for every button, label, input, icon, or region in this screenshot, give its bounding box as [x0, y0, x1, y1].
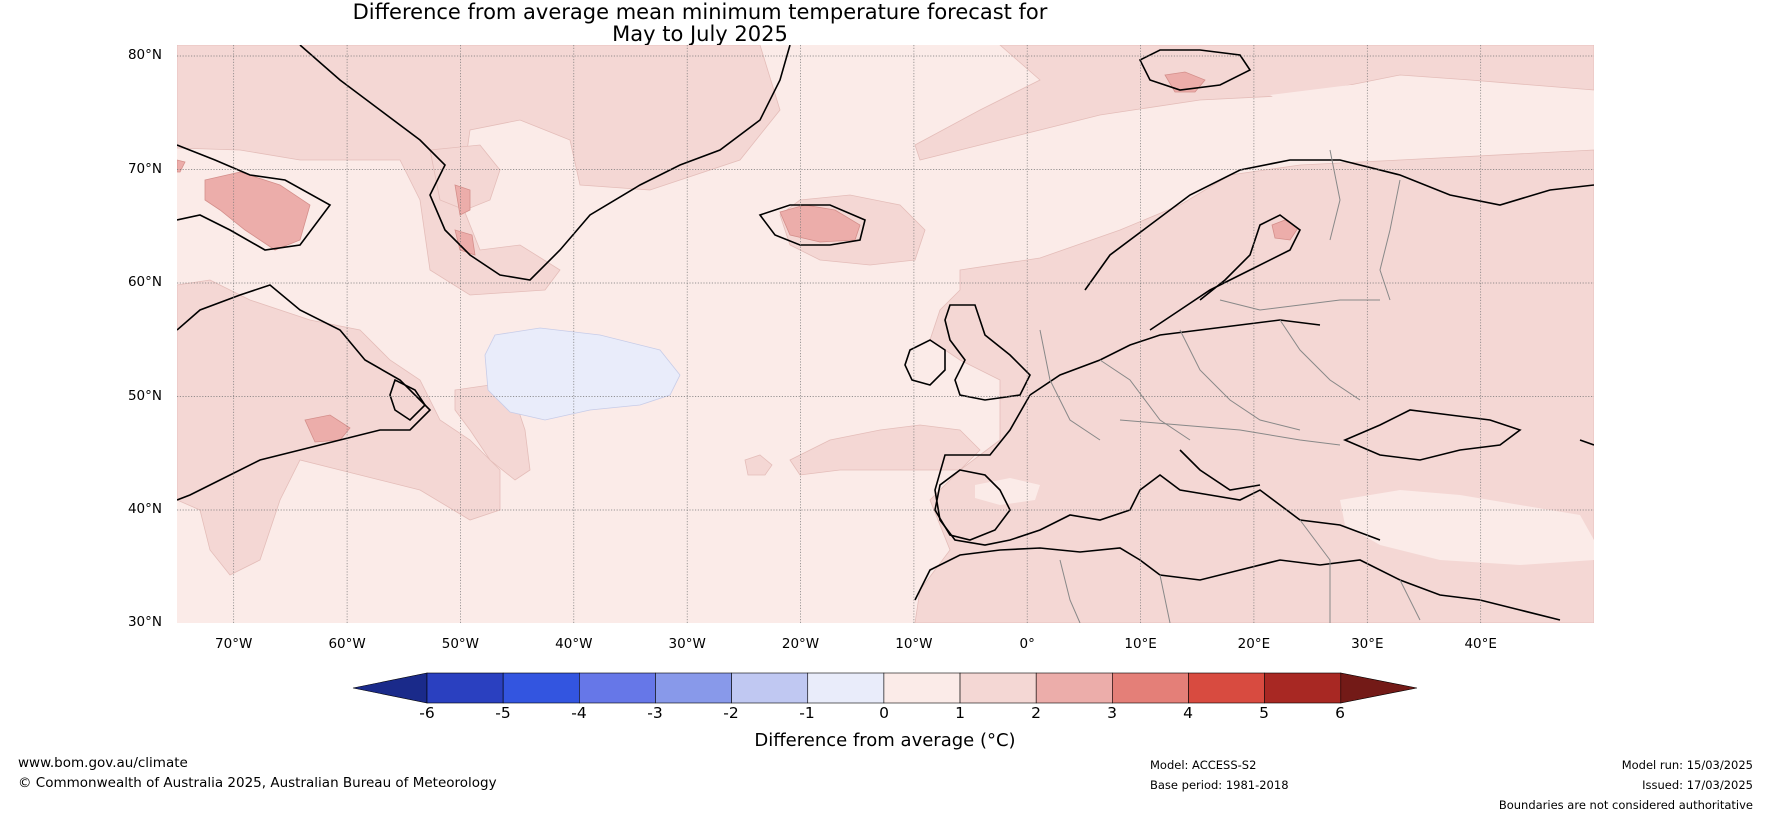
- lon-label-70w: 70°W: [215, 636, 253, 652]
- lon-label-30e: 30°E: [1351, 636, 1384, 652]
- lon-label-50w: 50°W: [441, 636, 480, 652]
- colorbar-segment: [655, 672, 732, 704]
- lon-label-60w: 60°W: [328, 636, 366, 652]
- colorbar-tick: -3: [647, 704, 663, 722]
- colorbar-segment: [502, 672, 580, 704]
- country-borders: [1039, 149, 1421, 623]
- colorbar-segment: [731, 672, 809, 704]
- anomaly-zone-0-1-inner: [975, 85, 1594, 565]
- colorbar-tick: 1: [955, 704, 965, 722]
- colorbar-tick: -4: [571, 704, 587, 722]
- lon-label-20e: 20°E: [1237, 636, 1271, 652]
- lon-label-10w: 10°W: [895, 636, 933, 652]
- colorbar-segment: [1035, 672, 1113, 704]
- lon-label-0: 0°: [1019, 636, 1035, 652]
- coastlines: [177, 45, 1594, 621]
- lon-label-40e: 40°E: [1464, 636, 1497, 652]
- colorbar-segment: [1112, 672, 1189, 704]
- colorbar-tick: 6: [1335, 704, 1345, 722]
- colorbar-tick: -6: [419, 704, 435, 722]
- lat-label-70n: 70°N: [127, 161, 162, 177]
- colorbar-tick: -1: [799, 704, 815, 722]
- boundaries-disclaimer: Boundaries are not considered authoritat…: [1498, 798, 1753, 812]
- colorbar-segment: [959, 672, 1037, 704]
- lon-label-20w: 20°W: [781, 636, 820, 652]
- lat-label-30n: 30°N: [127, 614, 162, 630]
- anomaly-zone-neg1-0: [484, 327, 681, 421]
- lat-label-50n: 50°N: [127, 388, 162, 404]
- colorbar-segment: [883, 672, 961, 704]
- colorbar-segment: [1264, 672, 1342, 704]
- lat-label-40n: 40°N: [127, 501, 162, 517]
- lon-label-10e: 10°E: [1124, 636, 1157, 652]
- map-title-line2: May to July 2025: [612, 22, 788, 46]
- colorbar-extend-low: [352, 672, 428, 704]
- colorbar-segment: [426, 672, 504, 704]
- colorbar-segment: [1188, 672, 1265, 704]
- colorbar-segment: [578, 672, 656, 704]
- lat-label-80n: 80°N: [127, 47, 162, 63]
- copyright-text: © Commonwealth of Australia 2025, Austra…: [18, 775, 497, 791]
- lon-label-30w: 30°W: [668, 636, 706, 652]
- colorbar-tick: 2: [1031, 704, 1041, 722]
- website-link[interactable]: www.bom.gov.au/climate: [18, 755, 188, 771]
- colorbar-tick: -5: [495, 704, 511, 722]
- colorbar-extend-high: [1340, 672, 1418, 704]
- colorbar: [352, 672, 1418, 704]
- issued-date: Issued: 17/03/2025: [1642, 778, 1753, 792]
- colorbar-label: Difference from average (°C): [754, 730, 1016, 751]
- lat-label-60n: 60°N: [127, 274, 162, 290]
- anomaly-zone-2-3: [177, 71, 1299, 443]
- colorbar-tick: 4: [1183, 704, 1193, 722]
- model-name: Model: ACCESS-S2: [1150, 758, 1257, 772]
- colorbar-tick: -2: [723, 704, 739, 722]
- colorbar-segment: [807, 672, 885, 704]
- lon-label-40w: 40°W: [555, 636, 593, 652]
- map-title-line1: Difference from average mean minimum tem…: [352, 0, 1048, 24]
- base-period: Base period: 1981-2018: [1150, 778, 1289, 792]
- colorbar-tick: 0: [879, 704, 889, 722]
- graticule: [177, 45, 1594, 623]
- model-run-date: Model run: 15/03/2025: [1621, 758, 1753, 772]
- colorbar-tick: 3: [1107, 704, 1117, 722]
- colorbar-tick: 5: [1259, 704, 1269, 722]
